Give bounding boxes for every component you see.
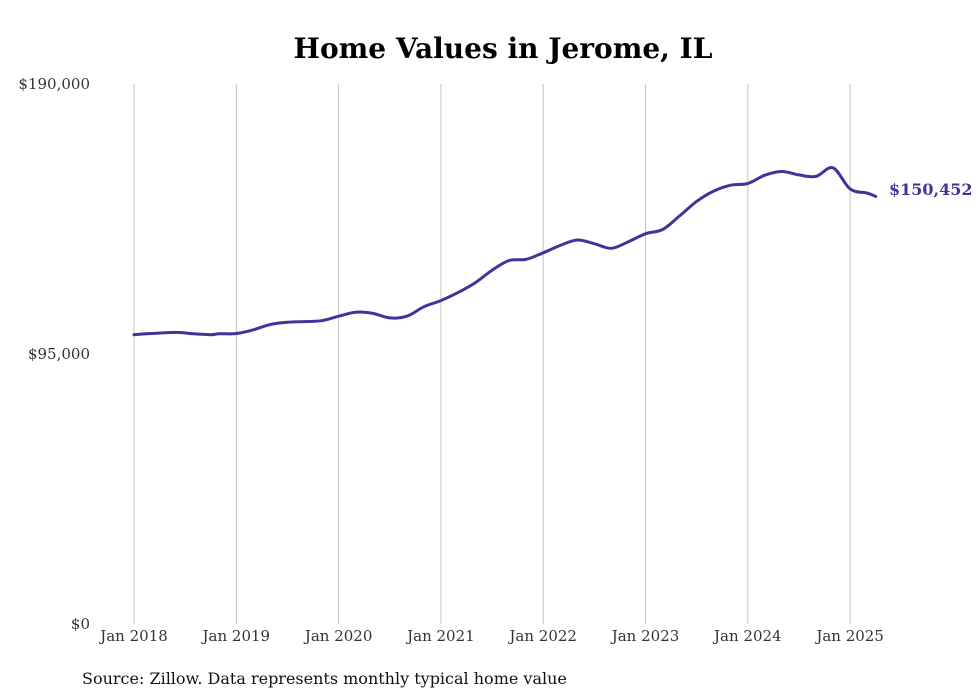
- x-tick-label: Jan 2025: [814, 627, 884, 645]
- home-value-line: [132, 166, 878, 337]
- x-tick-label: Jan 2018: [98, 627, 168, 645]
- x-tick-label: Jan 2021: [405, 627, 475, 645]
- y-tick-label: $190,000: [18, 75, 90, 93]
- x-axis-ticks: Jan 2018 Jan 2019 Jan 2020 Jan 2021 Jan 2022…: [98, 627, 884, 645]
- x-tick-label: Jan 2020: [303, 627, 373, 645]
- source-note: Source: Zillow. Data represents monthly …: [82, 669, 567, 688]
- y-tick-label: $0: [71, 615, 90, 633]
- end-value-label: $150,452: [889, 180, 973, 199]
- x-tick-label: Jan 2023: [610, 627, 680, 645]
- chart-title: Home Values in Jerome, IL: [294, 32, 713, 65]
- y-axis-ticks: $0 $95,000 $190,000: [18, 75, 90, 633]
- x-tick-label: Jan 2024: [712, 627, 782, 645]
- gridlines: [133, 84, 851, 624]
- x-tick-label: Jan 2022: [507, 627, 577, 645]
- y-tick-label: $95,000: [28, 345, 90, 363]
- x-tick-label: Jan 2019: [201, 627, 271, 645]
